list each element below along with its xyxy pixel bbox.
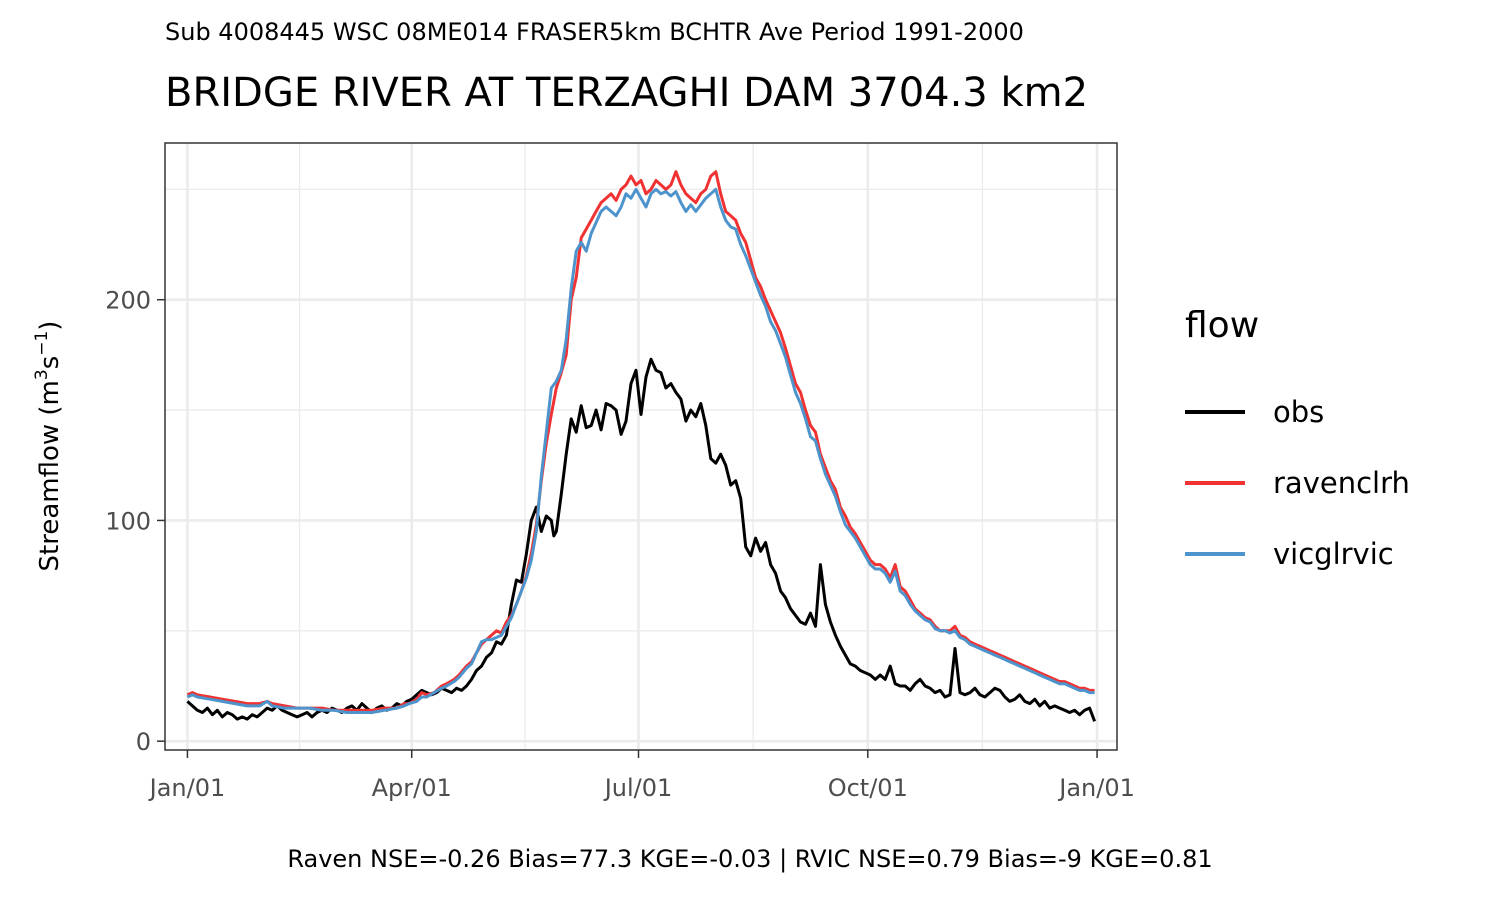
legend-item-obs: obs: [1185, 376, 1410, 447]
y-axis-label: Streamflow (m3s−1): [32, 321, 65, 572]
chart-title: BRIDGE RIVER AT TERZAGHI DAM 3704.3 km2: [165, 70, 1089, 116]
series-lines: [186, 170, 1097, 722]
legend-key-ravenclrh: [1185, 480, 1245, 485]
legend-title: flow: [1185, 305, 1260, 346]
y-axis-label-mid: s: [35, 356, 65, 370]
y-axis-label-sup1: 3: [32, 369, 52, 380]
metrics-caption: Raven NSE=-0.26 Bias=77.3 KGE=-0.03 | RV…: [287, 845, 1213, 873]
x-tick-label: Apr/01: [372, 774, 452, 802]
axis-ticks: [157, 298, 1098, 758]
series-line-obs: [186, 357, 1097, 722]
y-tick-label: 200: [105, 287, 151, 315]
legend-label-obs: obs: [1273, 394, 1325, 429]
x-tick-label: Jul/01: [603, 774, 673, 802]
legend: flow obs ravenclrh vicglrvic: [1185, 305, 1410, 589]
panel-border: [164, 142, 1118, 751]
major-gridlines: [165, 143, 1117, 750]
legend-key-obs: [1185, 409, 1245, 414]
legend-item-ravenclrh: ravenclrh: [1185, 447, 1410, 518]
chart-subtitle: Sub 4008445 WSC 08ME014 FRASER5km BCHTR …: [165, 18, 1024, 46]
legend-label-ravenclrh: ravenclrh: [1273, 465, 1410, 500]
y-axis-label-end: ): [35, 321, 65, 331]
x-tick-label: Jan/01: [148, 774, 226, 802]
y-tick-label: 0: [136, 728, 151, 756]
series-line-vicglrvic: [186, 187, 1095, 714]
legend-key-vicglrvic: [1185, 551, 1245, 556]
y-tick-label: 100: [105, 507, 151, 535]
legend-label-vicglrvic: vicglrvic: [1273, 536, 1394, 571]
axis-tick-labels: Jan/01 Apr/01 Jul/01 Oct/01 Jan/01 0 100 200: [105, 287, 1135, 802]
x-tick-label: Oct/01: [828, 774, 908, 802]
minor-gridlines: [165, 143, 1117, 750]
series-line-ravenclrh: [186, 170, 1095, 712]
y-axis-label-sup2: −1: [32, 331, 52, 356]
x-tick-label: Jan/01: [1057, 774, 1135, 802]
legend-item-vicglrvic: vicglrvic: [1185, 518, 1410, 589]
y-axis-label-base: Streamflow (m: [35, 380, 65, 571]
